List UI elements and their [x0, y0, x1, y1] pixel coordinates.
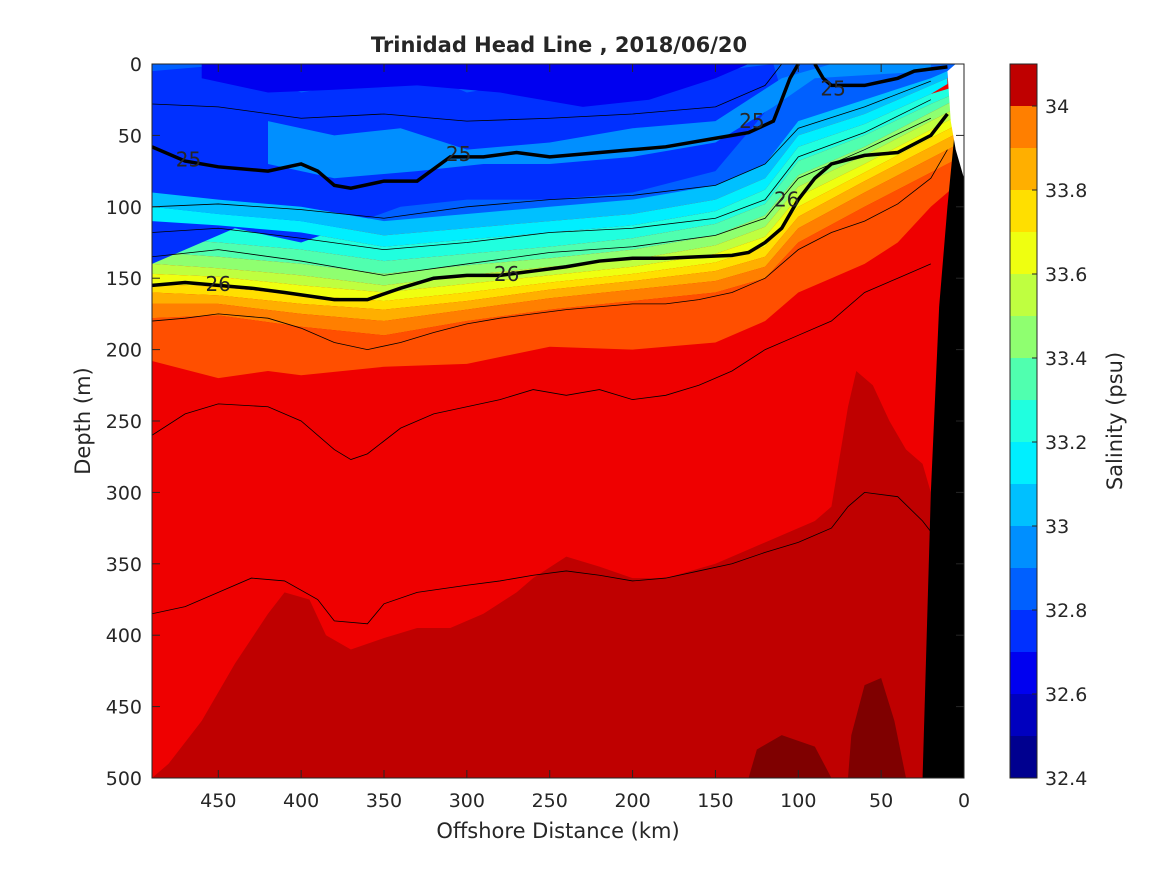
y-tick-label: 150: [106, 268, 142, 290]
colorbar-tick-label: 33: [1045, 516, 1069, 538]
density-contours: 25 25 25 25 26 26 26: [152, 64, 949, 625]
colorbar-tick-label: 32.8: [1045, 600, 1087, 622]
y-tick-label: 350: [106, 554, 142, 576]
thin-contour-extra-3: [152, 117, 932, 276]
colorbar-tick-label: 33.2: [1045, 432, 1087, 454]
y-tick-label: 300: [106, 482, 142, 504]
chart-title: Trinidad Head Line , 2018/06/20: [371, 33, 747, 57]
colorbar-label: Salinity (psu): [1103, 352, 1127, 490]
colorbar: 32.4 32.6 32.8 33 33.2 33.4 33.6 33.8 34: [1009, 63, 1087, 790]
colorbar-swatch: [1010, 106, 1037, 148]
x-axis: 450 400 350 300 250 200 150 100 50 0: [200, 64, 970, 812]
colorbar-swatch: [1010, 232, 1037, 274]
x-tick-label: 100: [780, 790, 816, 812]
colorbar-swatch: [1010, 442, 1037, 484]
salinity-layer-8: [152, 141, 964, 336]
x-tick-label: 0: [958, 790, 970, 812]
contour-label-26-b: 26: [494, 262, 519, 286]
x-tick-label: 150: [697, 790, 733, 812]
colorbar-swatch: [1010, 610, 1037, 652]
sigma-25: [152, 64, 800, 191]
salinity-layer-4: [152, 103, 964, 293]
deep-patch-1: [748, 735, 832, 778]
contour-label-26-a: 26: [206, 272, 231, 296]
y-tick-label: 100: [106, 197, 142, 219]
x-tick-label: 200: [614, 790, 650, 812]
salinity-layer-6: [152, 121, 964, 310]
x-tick-label: 450: [200, 790, 236, 812]
y-tick-label: 450: [106, 697, 142, 719]
y-tick-label: 50: [118, 125, 142, 147]
band-32.9: [268, 64, 931, 179]
colorbar-swatch: [1010, 274, 1037, 316]
colorbar-swatch-top: [1010, 64, 1037, 106]
x-tick-label: 300: [449, 790, 485, 812]
salinity-layer-5: [152, 112, 964, 302]
y-axis: 0 50 100 150 200 250 300 350 400 450 500: [106, 54, 964, 790]
thin-contour-extra-1: [152, 80, 932, 219]
colorbar-swatch: [1010, 190, 1037, 232]
plot-area: 25 25 25 25 26 26 26: [151, 63, 965, 779]
x-axis-label: Offshore Distance (km): [436, 819, 679, 843]
x-tick-label: 50: [869, 790, 893, 812]
band-32.6: [201, 64, 749, 107]
colorbar-swatch: [1010, 736, 1037, 778]
thin-3: [152, 491, 940, 625]
salinity-layer-7: [152, 129, 964, 322]
contour-label-25-a: 25: [176, 148, 201, 172]
x-tick-label: 400: [283, 790, 319, 812]
x-tick-label: 250: [532, 790, 568, 812]
salinity-layer-2: [152, 89, 964, 274]
colorbar-swatch: [1010, 358, 1037, 400]
colorbar-swatch: [1010, 526, 1037, 568]
sigma-25b: [813, 64, 948, 88]
thin-1: [152, 149, 948, 351]
y-tick-label: 200: [106, 340, 142, 362]
colorbar-tick-label: 34: [1045, 96, 1069, 118]
colorbar-swatch: [1010, 400, 1037, 442]
colorbar-tick-label: 33.8: [1045, 180, 1087, 202]
colorbar-tick-label: 32.6: [1045, 684, 1087, 706]
x-tick-label: 350: [366, 790, 402, 812]
y-tick-label: 400: [106, 625, 142, 647]
salinity-layer-1: [152, 83, 964, 262]
colorbar-swatch: [1010, 568, 1037, 610]
thin-contour-extra-2: [152, 99, 932, 251]
contour-label-25-b: 25: [446, 142, 471, 166]
deep-patch-2: [848, 678, 906, 778]
colorbar-swatch: [1010, 694, 1037, 736]
contour-label-26-c: 26: [774, 188, 799, 212]
y-tick-label: 500: [106, 768, 142, 790]
nearshore-gap: [947, 64, 964, 179]
colorbar-swatch: [1010, 484, 1037, 526]
seafloor-mask: [922, 64, 964, 778]
colorbar-tick-label: 33.6: [1045, 264, 1087, 286]
salinity-layer-9: [152, 155, 964, 379]
colorbar-swatch: [1010, 316, 1037, 358]
colorbar-swatch: [1010, 148, 1037, 190]
thin-2: [152, 263, 932, 460]
y-tick-label: 0: [130, 54, 142, 76]
contour-label-25-c: 25: [739, 109, 764, 133]
colorbar-tick-label: 32.4: [1045, 768, 1087, 790]
thin-contour-extra-0: [152, 64, 783, 122]
salinity-layer-3: [152, 95, 964, 286]
colorbar-swatch: [1010, 652, 1037, 694]
colorbar-tick-label: 33.4: [1045, 348, 1087, 370]
sigma-26: [152, 112, 949, 302]
contour-label-25-d: 25: [820, 76, 845, 100]
y-axis-label: Depth (m): [71, 367, 95, 474]
y-tick-label: 250: [106, 411, 142, 433]
colorbar-border: [1009, 63, 1038, 779]
